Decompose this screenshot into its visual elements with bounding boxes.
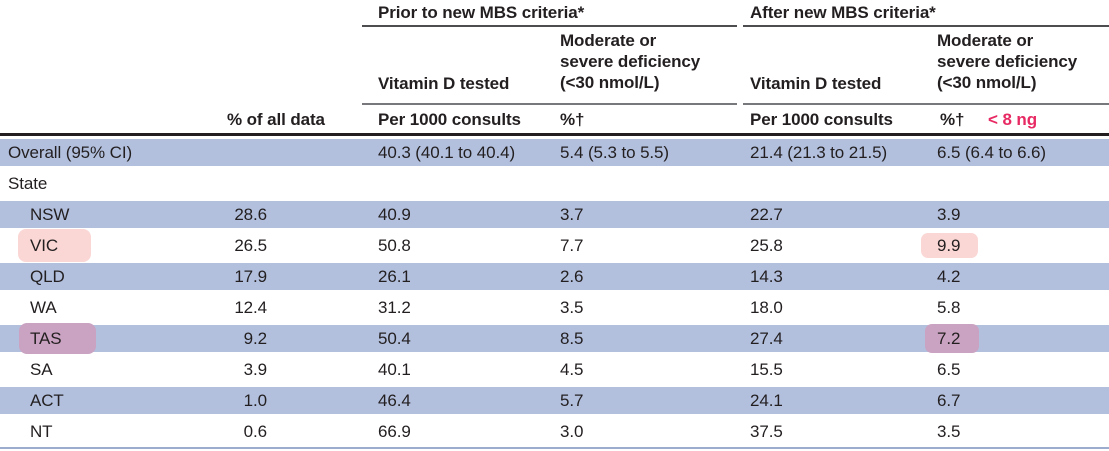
cell-after-pct: 3.5 <box>937 421 961 441</box>
col-group-after: After new MBS criteria* <box>750 3 936 22</box>
cell-label: Overall (95% CI) <box>8 142 133 162</box>
highlight-vic-label <box>18 229 91 262</box>
row-wa: WA 12.4 31.2 3.5 18.0 5.8 <box>0 292 1109 323</box>
cell-pct-all: 9.2 <box>243 328 267 348</box>
highlight-tas-label <box>19 323 96 354</box>
cell-prior-pct: 3.7 <box>560 204 584 224</box>
cell-after-pct: 5.8 <box>937 297 961 317</box>
cell-label: ACT <box>30 390 64 410</box>
cell-prior-pct: 3.0 <box>560 421 584 441</box>
cell-prior-per1000: 40.1 <box>378 359 411 379</box>
row-qld: QLD 17.9 26.1 2.6 14.3 4.2 <box>0 261 1109 292</box>
cell-prior-per1000: 31.2 <box>378 297 411 317</box>
cell-prior-per1000: 46.4 <box>378 390 411 410</box>
cell-after-per1000: 22.7 <box>750 204 783 224</box>
cell-pct-all: 3.9 <box>243 359 267 379</box>
cell-pct-all: 26.5 <box>234 235 267 255</box>
cell-label: VIC <box>30 235 59 255</box>
cell-after-per1000: 37.5 <box>750 421 783 441</box>
deficiency-line-2: severe deficiency <box>937 52 1078 71</box>
cell-pct-all <box>227 143 378 163</box>
cell-pct-all <box>227 174 378 194</box>
cell-after-per1000: 18.0 <box>750 297 783 317</box>
cell-pct-all: 28.6 <box>234 204 267 224</box>
cell-after-pct: 6.7 <box>937 390 961 410</box>
row-nsw: NSW 28.6 40.9 3.7 22.7 3.9 <box>0 199 1109 230</box>
cell-label: SA <box>30 359 53 379</box>
cell-label: TAS <box>30 328 62 348</box>
rule-prior-group-underline <box>362 25 737 27</box>
colhdr-pct-prior: %† <box>560 110 585 129</box>
deficiency-line-2: severe deficiency <box>560 52 701 71</box>
cell-prior-pct: 8.5 <box>560 328 584 348</box>
rule-after-subheader <box>743 103 1109 105</box>
row-tas: TAS 9.2 50.4 8.5 27.4 7.2 <box>0 323 1109 354</box>
cell-label: NSW <box>30 204 70 224</box>
subheader-tested-after: Vitamin D tested <box>750 74 882 93</box>
cell-label: State <box>8 173 48 193</box>
row-sa: SA 3.9 40.1 4.5 15.5 6.5 <box>0 354 1109 385</box>
cell-after-pct: 7.2 <box>937 328 961 348</box>
deficiency-line-1: Moderate or <box>560 31 657 50</box>
colhdr-pct-all-data: % of all data <box>227 110 325 129</box>
cell-after-pct: 6.5 <box>937 359 961 379</box>
highlight-vic-after-pct <box>921 233 978 258</box>
cell-pct-all: 17.9 <box>234 266 267 286</box>
rule-after-group-underline <box>743 25 1109 27</box>
row-vic: VIC 26.5 50.8 7.7 25.8 9.9 <box>0 229 1109 262</box>
subheader-deficiency-prior: Moderate or severe deficiency (<30 nmol/… <box>560 30 700 93</box>
cell-prior-pct: 4.5 <box>560 359 584 379</box>
cell-prior-per1000: 50.8 <box>378 235 411 255</box>
cell-prior-per1000: 26.1 <box>378 266 411 286</box>
cell-prior-per1000: 66.9 <box>378 421 411 441</box>
colhdr-pct-after: %† <box>940 110 965 129</box>
col-group-prior: Prior to new MBS criteria* <box>378 3 585 22</box>
cell-after-per1000: 24.1 <box>750 390 783 410</box>
subheader-tested-prior: Vitamin D tested <box>378 74 510 93</box>
cell-after-per1000: 14.3 <box>750 266 783 286</box>
highlight-tas-after-pct <box>925 324 979 353</box>
cell-prior-pct: 5.7 <box>560 390 584 410</box>
deficiency-line-3: (<30 nmol/L) <box>560 73 660 92</box>
cell-after-per1000: 27.4 <box>750 328 783 348</box>
cell-after-per1000: 15.5 <box>750 359 783 379</box>
table-body: Overall (95% CI) 40.3 (40.1 to 40.4) 5.4… <box>0 137 1109 447</box>
row-state-section: State <box>0 168 1109 199</box>
cell-pct-all: 1.0 <box>243 390 267 410</box>
rule-table-bottom <box>0 447 1109 449</box>
cell-pct-all: 12.4 <box>234 297 267 317</box>
colhdr-per1000-prior: Per 1000 consults <box>378 110 521 129</box>
cell-after-pct: 4.2 <box>937 266 961 286</box>
deficiency-line-1: Moderate or <box>937 31 1034 50</box>
cell-label: QLD <box>30 266 65 286</box>
cell-after-per1000: 25.8 <box>750 235 783 255</box>
cell-prior-per1000: 40.9 <box>378 204 411 224</box>
cell-after-per1000: 21.4 (21.3 to 21.5) <box>750 142 888 162</box>
cell-prior-pct: 2.6 <box>560 266 584 286</box>
cell-prior-pct: 7.7 <box>560 235 584 255</box>
annotation-under-8ng: < 8 ng <box>988 110 1037 129</box>
subheader-deficiency-after: Moderate or severe deficiency (<30 nmol/… <box>937 30 1077 93</box>
rule-prior-subheader <box>362 103 737 105</box>
cell-prior-pct: 3.5 <box>560 297 584 317</box>
cell-after-pct: 3.9 <box>937 204 961 224</box>
cell-prior-pct: 5.4 (5.3 to 5.5) <box>560 142 669 162</box>
cell-label: NT <box>30 421 53 441</box>
colhdr-per1000-after: Per 1000 consults <box>750 110 893 129</box>
cell-prior-per1000: 40.3 (40.1 to 40.4) <box>378 142 516 162</box>
row-act: ACT 1.0 46.4 5.7 24.1 6.7 <box>0 385 1109 416</box>
cell-after-pct: 9.9 <box>937 235 961 255</box>
deficiency-line-3: (<30 nmol/L) <box>937 73 1037 92</box>
cell-pct-all: 0.6 <box>243 421 267 441</box>
row-nt: NT 0.6 66.9 3.0 37.5 3.5 <box>0 416 1109 447</box>
cell-after-pct: 6.5 (6.4 to 6.6) <box>937 142 1046 162</box>
row-overall: Overall (95% CI) 40.3 (40.1 to 40.4) 5.4… <box>0 137 1109 168</box>
cell-label: WA <box>30 297 57 317</box>
cell-prior-per1000: 50.4 <box>378 328 411 348</box>
rule-header-body-divider <box>0 133 1109 136</box>
